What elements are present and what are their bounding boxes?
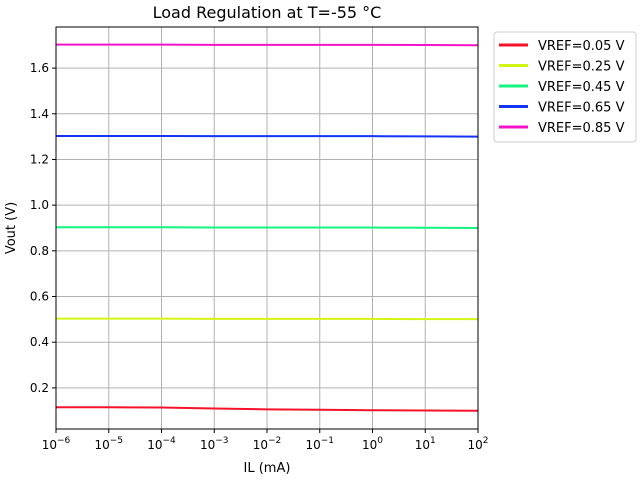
chart-title: Load Regulation at T=-55 °C [153,3,382,22]
x-tick-label: 10−3 [200,436,229,452]
y-tick-label: 0.2 [30,381,49,395]
series-line-5 [56,43,479,47]
y-axis-ticks: 0.2 0.4 0.6 0.8 1.0 1.2 1.4 1.6 [30,61,56,395]
x-tick-label: 10−4 [147,436,176,452]
y-tick-label: 1.6 [30,61,49,75]
legend-label: VREF=0.45 V [538,80,625,95]
x-tick-label: 10−5 [94,436,123,452]
legend-label: VREF=0.65 V [538,101,625,116]
series-layer [56,43,479,412]
legend: VREF=0.05 V VREF=0.25 V VREF=0.45 V VREF=0.… [493,31,637,143]
series-line-4 [56,134,479,138]
y-axis-label: Vout (V) [4,202,19,254]
x-axis-ticks: 10−6 10−5 10−4 10−3 10−2 10−1 100 101 102 [42,429,489,452]
legend-box [493,31,637,143]
x-tick-label: 100 [362,436,383,452]
x-tick-label: 10−2 [253,436,282,452]
y-tick-label: 1.4 [30,107,49,121]
series-line-1 [56,406,479,412]
x-tick-label: 10−1 [305,436,334,452]
x-tick-label: 10−6 [42,436,71,452]
y-tick-label: 0.8 [30,244,49,258]
y-tick-label: 0.6 [30,290,49,304]
legend-label: VREF=0.85 V [538,121,625,136]
y-tick-label: 1.2 [30,152,49,166]
legend-label: VREF=0.05 V [538,39,625,54]
x-axis-label: IL (mA) [244,461,291,476]
x-tick-label: 102 [467,436,488,452]
legend-label: VREF=0.25 V [538,60,625,75]
series-line-3 [56,226,479,229]
y-tick-label: 0.4 [30,335,49,349]
x-tick-label: 101 [415,436,436,452]
y-tick-label: 1.0 [30,198,49,212]
